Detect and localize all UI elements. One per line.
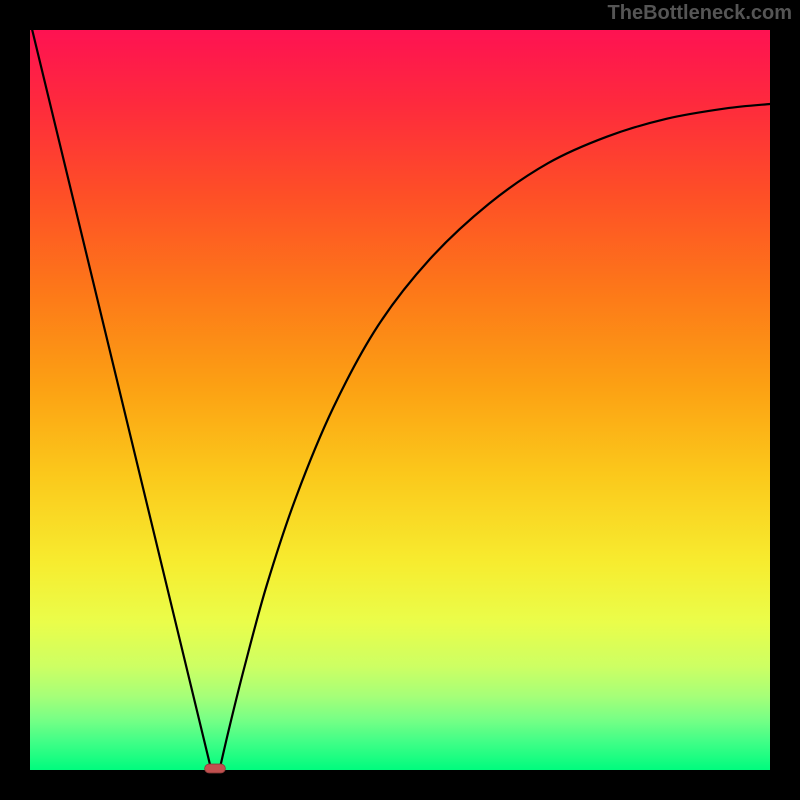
- plot-background: [30, 30, 770, 770]
- minimum-marker: [205, 764, 226, 773]
- chart-frame: TheBottleneck.com: [0, 0, 800, 800]
- chart-svg: [0, 0, 800, 800]
- watermark-text: TheBottleneck.com: [608, 2, 792, 25]
